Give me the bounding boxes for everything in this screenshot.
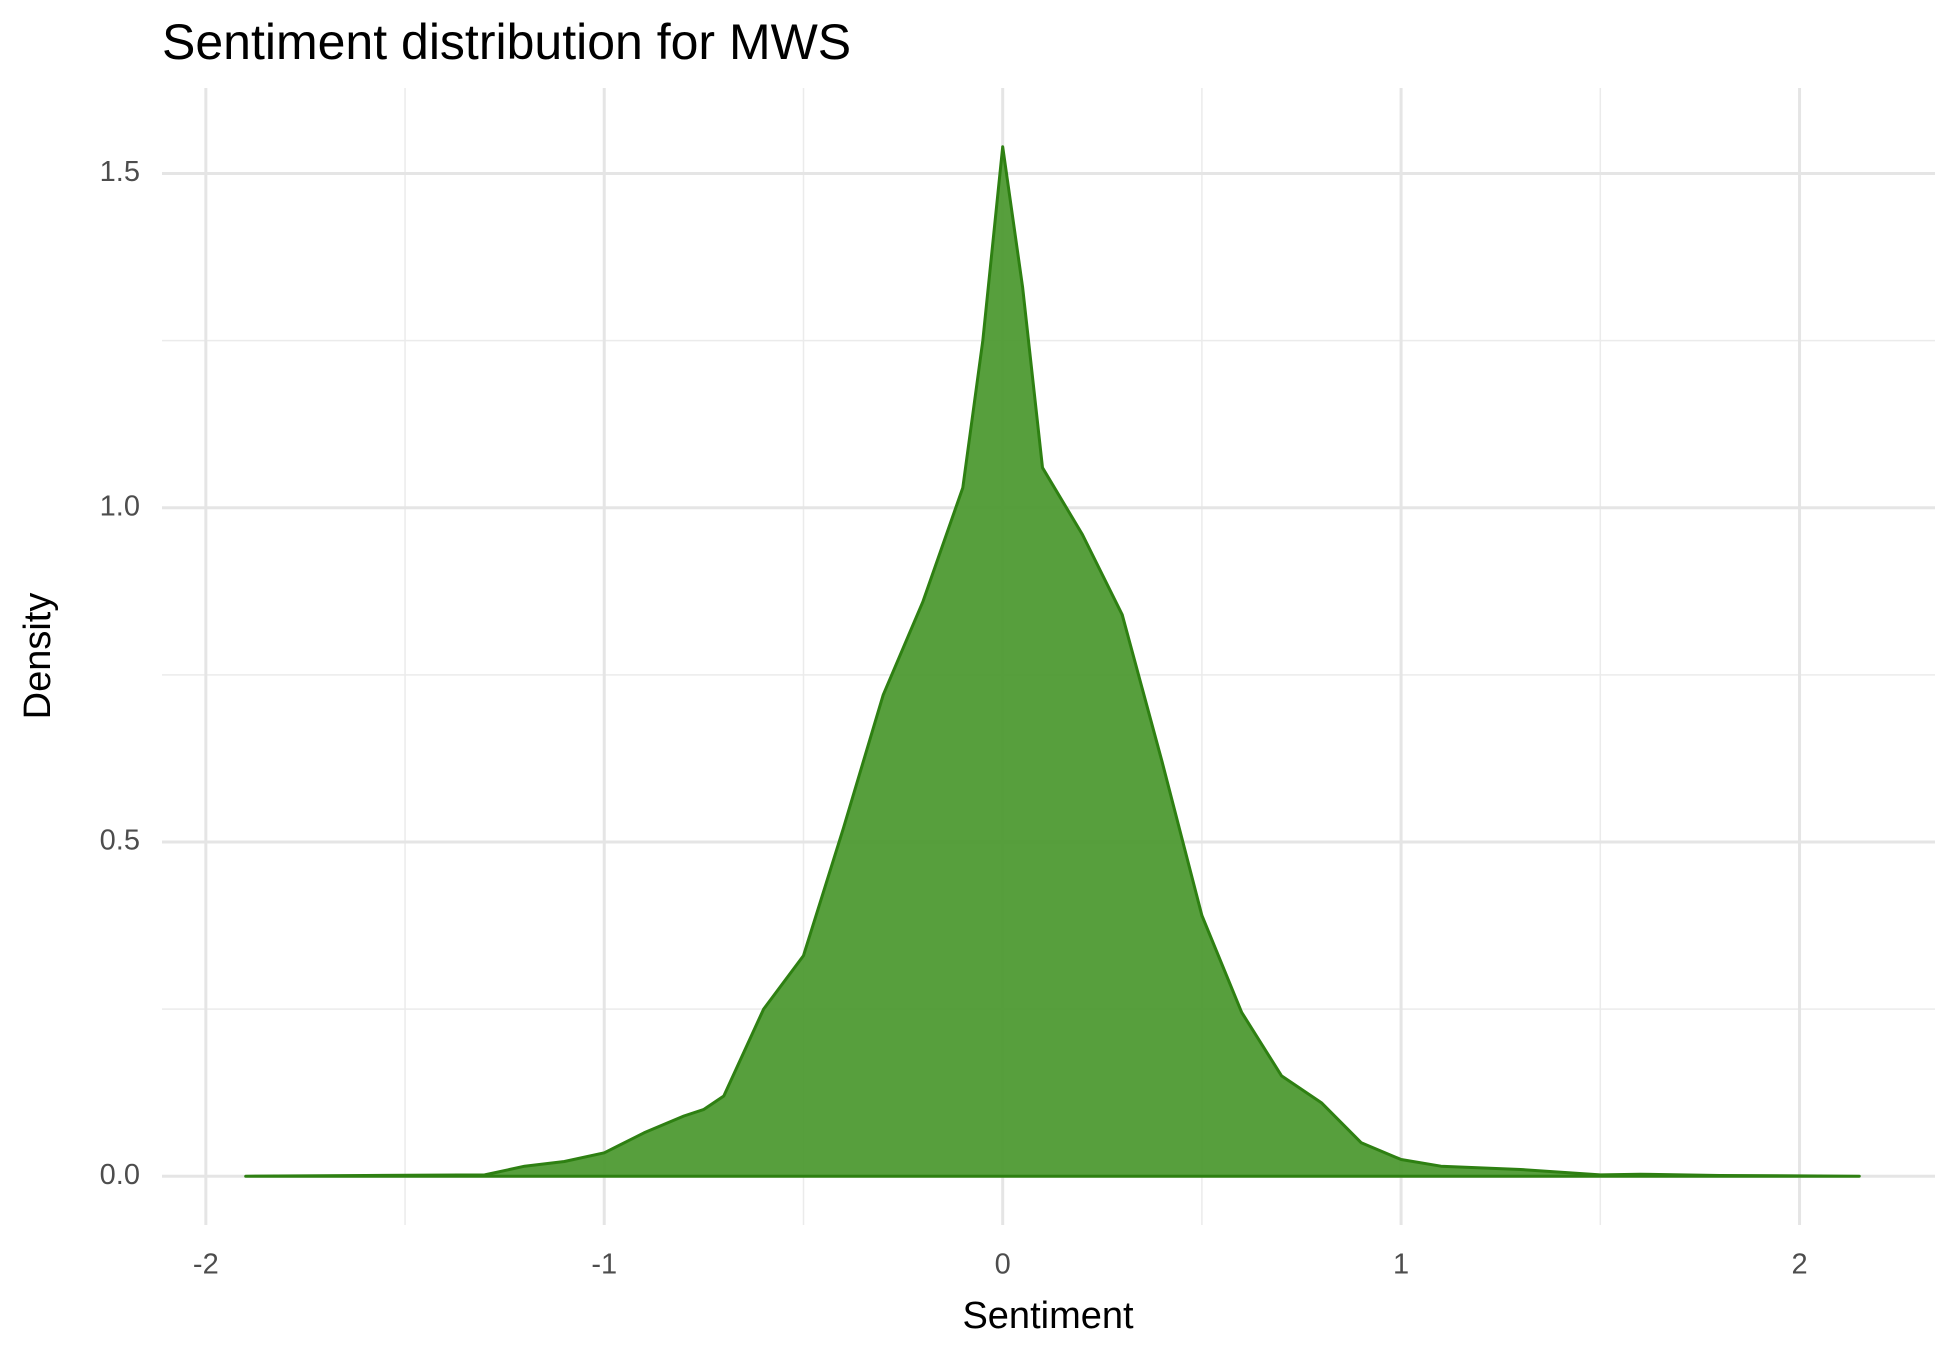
chart-title: Sentiment distribution for MWS (162, 14, 851, 70)
x-tick-label: 2 (1791, 1249, 1807, 1281)
x-axis-title: Sentiment (962, 1295, 1134, 1337)
y-axis-title: Density (17, 593, 59, 720)
density-area (244, 145, 1861, 1178)
x-tick-label: -1 (591, 1249, 617, 1281)
y-tick-label: 0.5 (100, 825, 140, 857)
y-tick-label: 1.5 (100, 156, 140, 188)
x-tick-label: 0 (995, 1249, 1011, 1281)
y-tick-label: 1.0 (100, 490, 140, 522)
y-tick-label: 0.0 (100, 1159, 140, 1191)
x-tick-label: -2 (193, 1249, 219, 1281)
x-tick-label: 1 (1393, 1249, 1409, 1281)
